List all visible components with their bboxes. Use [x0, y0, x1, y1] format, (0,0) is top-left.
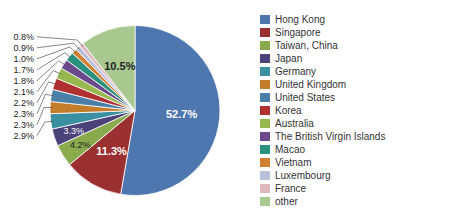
data-label: 11.3%: [96, 145, 127, 157]
chart: 52.7% 11.3% 4.2% 3.3% 10.5% 0.8%0.9%1.0%1.7%1…: [0, 0, 474, 221]
data-label: 2.9%: [13, 131, 34, 141]
leader-line: [37, 70, 61, 91]
data-label: 0.8%: [13, 32, 34, 42]
legend-swatch: [260, 80, 270, 89]
leader-line: [37, 53, 71, 70]
data-label: 10.5%: [104, 60, 135, 72]
data-label: 2.3%: [13, 120, 34, 130]
data-label: 0.9%: [13, 43, 34, 53]
legend-label: Macao: [275, 144, 305, 155]
data-label: 4.2%: [70, 140, 91, 150]
data-label: 2.1%: [13, 87, 34, 97]
legend-swatch: [260, 197, 270, 206]
legend-swatch: [260, 184, 270, 193]
legend-label: United Kingdom: [275, 79, 346, 90]
legend-swatch: [260, 15, 270, 24]
legend-swatch: [260, 158, 270, 167]
legend-label: The British Virgin Islands: [275, 131, 385, 142]
data-label: 1.7%: [13, 65, 34, 75]
legend-swatch: [260, 28, 270, 37]
leader-line: [37, 121, 53, 136]
leader-line: [37, 43, 80, 49]
legend-label: other: [275, 196, 298, 207]
legend-label: Taiwan, China: [275, 40, 338, 51]
leader-line: [37, 94, 54, 113]
legend-label: United States: [275, 92, 335, 103]
legend-label: Korea: [275, 105, 302, 116]
legend-swatch: [260, 67, 270, 76]
data-label: 2.2%: [13, 98, 34, 108]
data-labels: 52.7% 11.3% 4.2% 3.3% 10.5% 0.8%0.9%1.0%1.7%1…: [13, 32, 197, 157]
data-label: 2.3%: [13, 109, 34, 119]
legend-label: Australia: [275, 118, 314, 129]
legend: Hong Kong Singapore Taiwan, China Japan Germ…: [260, 14, 385, 207]
data-label: 52.7%: [166, 108, 197, 120]
data-label: 3.3%: [63, 126, 84, 136]
legend-swatch: [260, 93, 270, 102]
legend-label: Hong Kong: [275, 14, 325, 25]
slice: [121, 26, 220, 196]
legend-swatch: [260, 41, 270, 50]
data-label: 1.8%: [13, 76, 34, 86]
leader-line: [37, 82, 57, 103]
legend-swatch: [260, 171, 270, 180]
slice: [83, 25, 135, 110]
legend-label: Luxembourg: [275, 170, 331, 181]
data-label: 1.0%: [13, 54, 34, 64]
legend-swatch: [260, 119, 270, 128]
slices: [50, 25, 220, 195]
legend-label: Singapore: [275, 27, 321, 38]
legend-label: Vietnam: [275, 157, 312, 168]
legend-label: France: [275, 183, 307, 194]
legend-label: Japan: [275, 53, 302, 64]
legend-swatch: [260, 132, 270, 141]
legend-label: Germany: [275, 66, 316, 77]
legend-swatch: [260, 54, 270, 63]
legend-swatch: [260, 145, 270, 154]
legend-swatch: [260, 106, 270, 115]
leader-line: [37, 61, 66, 81]
